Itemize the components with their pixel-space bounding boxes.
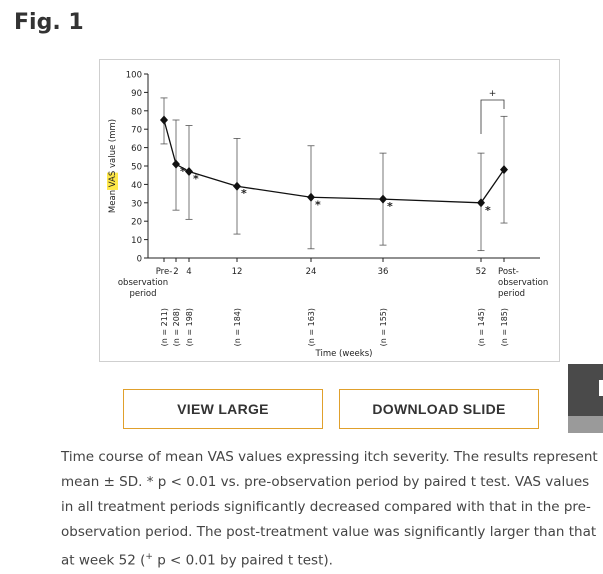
y-tick-label: 70 bbox=[131, 126, 142, 136]
significance-mark: * bbox=[241, 187, 247, 200]
y-tick-label: 100 bbox=[126, 71, 142, 81]
caption-text-part2: p < 0.01 by paired t test). bbox=[152, 552, 333, 569]
side-panel-tab-shadow bbox=[568, 416, 603, 433]
data-point-marker bbox=[160, 115, 168, 125]
caption-plus-mark: + bbox=[145, 552, 153, 562]
y-tick-label: 20 bbox=[131, 218, 142, 228]
x-tick-label-post: Post- bbox=[498, 267, 519, 277]
y-tick-label: 10 bbox=[131, 236, 142, 246]
y-tick-label: 40 bbox=[131, 181, 142, 191]
caption-text-part1: Time course of mean VAS values expressin… bbox=[61, 449, 602, 569]
vas-highlight bbox=[107, 172, 118, 190]
n-label: (n = 211) bbox=[160, 308, 169, 346]
n-label: (n = 185) bbox=[500, 308, 509, 346]
data-point-marker bbox=[477, 198, 485, 208]
side-panel-tab-mark bbox=[599, 380, 603, 396]
n-label: (n = 155) bbox=[379, 308, 388, 346]
x-tick-label: 36 bbox=[378, 267, 389, 277]
bracket-label: + bbox=[489, 89, 497, 99]
figure-caption: Time course of mean VAS values expressin… bbox=[61, 445, 601, 574]
significance-mark: * bbox=[193, 173, 199, 186]
x-tick-label: 52 bbox=[476, 267, 487, 277]
x-tick-label-post: period bbox=[498, 289, 525, 299]
y-tick-label: 30 bbox=[131, 199, 142, 209]
y-axis-label: Mean VAS value (mm) bbox=[107, 119, 118, 213]
x-tick-label: 12 bbox=[232, 267, 243, 277]
view-large-button[interactable]: VIEW LARGE bbox=[123, 389, 323, 429]
x-tick-label-pre: period bbox=[129, 289, 156, 299]
n-label: (n = 198) bbox=[185, 308, 194, 346]
n-label: (n = 145) bbox=[477, 308, 486, 346]
y-tick-label: 80 bbox=[131, 107, 142, 117]
significance-mark: * bbox=[485, 204, 491, 217]
figure-label: Fig. 1 bbox=[14, 10, 84, 35]
y-tick-label: 90 bbox=[131, 89, 142, 99]
y-tick-label: 60 bbox=[131, 144, 142, 154]
line-chart: 0 10 20 30 40 50 60 70 80 90 100 Mean VAS value (mm… bbox=[107, 71, 548, 359]
download-slide-button[interactable]: DOWNLOAD SLIDE bbox=[339, 389, 539, 429]
x-tick-label: 2 bbox=[173, 267, 178, 277]
x-axis-label: Time (weeks) bbox=[315, 349, 373, 359]
data-point-marker bbox=[307, 192, 315, 202]
figure-image[interactable]: 0 10 20 30 40 50 60 70 80 90 100 Mean VAS value (mm… bbox=[99, 59, 560, 362]
x-tick-label: 24 bbox=[306, 267, 317, 277]
y-tick-label: 0 bbox=[137, 255, 142, 265]
side-panel-tab[interactable] bbox=[568, 364, 603, 416]
x-tick-label-pre: observation bbox=[118, 278, 168, 288]
significance-mark: * bbox=[180, 165, 186, 178]
x-tick-label-pre: Pre- bbox=[156, 267, 173, 277]
data-point-marker bbox=[500, 165, 508, 175]
series-line bbox=[163, 119, 505, 204]
n-label: (n = 163) bbox=[307, 308, 316, 346]
comparison-bracket bbox=[480, 99, 505, 134]
data-point-marker bbox=[233, 181, 241, 191]
data-point-marker bbox=[185, 167, 193, 177]
data-point-marker bbox=[379, 194, 387, 204]
significance-mark: * bbox=[315, 198, 321, 211]
n-label: (n = 184) bbox=[233, 308, 242, 346]
data-point-marker bbox=[172, 159, 180, 169]
x-tick-label-post: observation bbox=[498, 278, 548, 288]
x-tick-label: 4 bbox=[186, 267, 191, 277]
y-axis-label-text: Mean VAS value (mm) bbox=[108, 119, 118, 213]
significance-mark: * bbox=[387, 200, 393, 213]
y-tick-label: 50 bbox=[131, 163, 142, 173]
n-label: (n = 208) bbox=[172, 308, 181, 346]
